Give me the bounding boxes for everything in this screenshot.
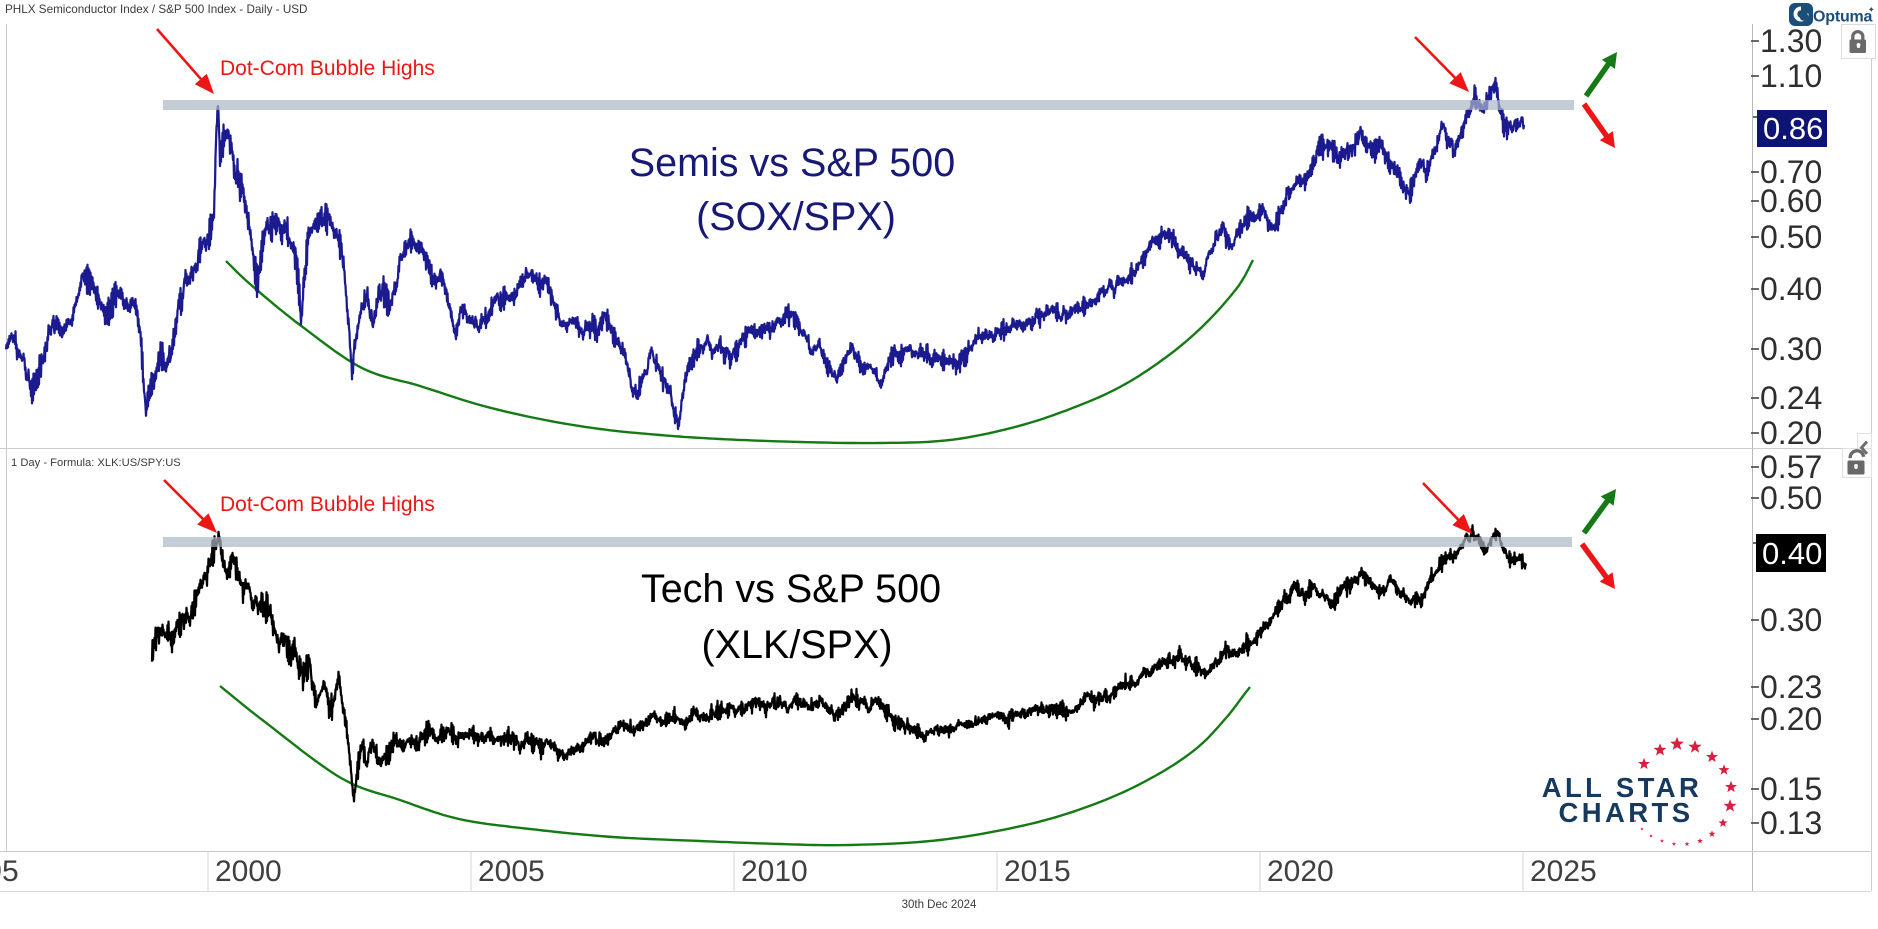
svg-text:Semis vs S&P 500: Semis vs S&P 500 [629,141,955,185]
svg-text:0.70: 0.70 [1760,154,1822,190]
svg-text:ALL STAR: ALL STAR [1542,772,1703,803]
svg-text:Dot-Com Bubble Highs: Dot-Com Bubble Highs [220,493,435,516]
svg-text:1.30: 1.30 [1760,23,1822,59]
svg-text:(XLK/SPX): (XLK/SPX) [702,623,893,667]
svg-text:0.23: 0.23 [1760,669,1822,705]
svg-text:0.30: 0.30 [1760,602,1822,638]
svg-text:2005: 2005 [478,855,545,888]
svg-text:0.57: 0.57 [1760,449,1822,485]
svg-text:0.24: 0.24 [1760,380,1822,416]
svg-text:1995: 1995 [0,855,19,888]
svg-text:1.10: 1.10 [1760,58,1822,94]
svg-text:(SOX/SPX): (SOX/SPX) [696,195,896,239]
svg-text:0.15: 0.15 [1760,771,1822,807]
svg-text:0.13: 0.13 [1760,805,1822,841]
svg-text:0.30: 0.30 [1760,331,1822,367]
svg-text:0.60: 0.60 [1760,183,1822,219]
svg-text:Dot-Com Bubble Highs: Dot-Com Bubble Highs [220,57,435,80]
svg-text:0.20: 0.20 [1760,701,1822,737]
svg-text:30th Dec 2024: 30th Dec 2024 [902,899,977,911]
svg-text:CHARTS: CHARTS [1559,797,1694,828]
svg-text:0.86: 0.86 [1763,111,1823,146]
svg-text:0.40: 0.40 [1760,271,1822,307]
svg-text:0.40: 0.40 [1762,536,1822,571]
svg-text:2015: 2015 [1004,855,1071,888]
svg-text:2020: 2020 [1267,855,1334,888]
svg-text:Tech vs S&P 500: Tech vs S&P 500 [641,567,941,611]
svg-text:2010: 2010 [741,855,808,888]
svg-text:2025: 2025 [1530,855,1597,888]
svg-text:0.50: 0.50 [1760,219,1822,255]
svg-text:PHLX Semiconductor Index / S&P: PHLX Semiconductor Index / S&P 500 Index… [5,3,308,16]
svg-text:Optuma: Optuma [1813,9,1873,26]
svg-text:0.50: 0.50 [1760,480,1822,516]
svg-text:1 Day - Formula: XLK:US/SPY:US: 1 Day - Formula: XLK:US/SPY:US [11,457,181,469]
svg-text:2000: 2000 [215,855,282,888]
svg-text:0.20: 0.20 [1760,415,1822,451]
